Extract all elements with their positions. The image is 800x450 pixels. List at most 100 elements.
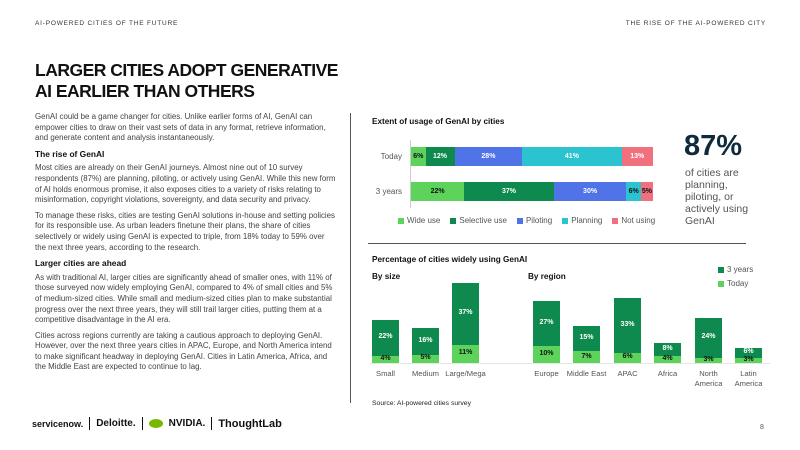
- data-label: 33%: [620, 320, 635, 328]
- category-label: Today: [380, 152, 402, 161]
- category-label: Small: [376, 369, 395, 378]
- category-label: North America: [694, 369, 723, 388]
- bar-3years: [614, 297, 641, 353]
- legend-item: Wide use: [398, 216, 440, 225]
- para: Cities across regions currently are taki…: [35, 330, 332, 372]
- data-label: 8%: [662, 345, 673, 353]
- thoughtlab-logo: ThoughtLab: [218, 417, 282, 430]
- source: Source: AI-powered cities survey: [372, 400, 471, 407]
- data-label: 24%: [701, 333, 716, 341]
- bar-segment: 37%: [464, 182, 554, 201]
- data-label: 4%: [662, 355, 673, 363]
- nvidia-logo: NVIDIA.: [168, 418, 206, 429]
- para: Most cities are already on their GenAI j…: [35, 163, 336, 205]
- data-label: 6%: [743, 348, 754, 356]
- heading-larger: Larger cities are ahead: [35, 258, 127, 269]
- legend-label: Planning: [571, 216, 603, 225]
- bar-segment: 6%: [411, 147, 426, 166]
- bar-today: [533, 346, 560, 363]
- legend-today: Today: [718, 279, 748, 288]
- group-label-region: By region: [528, 272, 566, 281]
- data-label: 22%: [378, 333, 393, 341]
- para: As with traditional AI, larger cities ar…: [35, 272, 333, 325]
- divider: [350, 113, 351, 403]
- divider: [368, 243, 746, 244]
- axis: [410, 140, 411, 208]
- bar-today: [654, 356, 681, 363]
- legend-label: Not using: [621, 216, 656, 225]
- bar-today: [372, 356, 399, 363]
- bar-today: [614, 352, 641, 363]
- chart1-legend: Wide use Selective use Piloting Planning Not…: [398, 216, 655, 225]
- body-text: GenAI could be a game changer for cities…: [35, 112, 337, 378]
- swatch: [612, 217, 619, 224]
- legend-item: Planning: [562, 216, 602, 225]
- swatch: [562, 217, 569, 224]
- bar-today: [695, 357, 722, 363]
- logos: servicenow. Deloitte. NVIDIA. ThoughtLab: [32, 417, 282, 430]
- bar-segment: 12%: [425, 147, 455, 166]
- category-label: Middle East: [566, 369, 607, 378]
- data-label: 27%: [539, 319, 554, 327]
- category-label: 3 years: [375, 187, 402, 196]
- bar-segment: 6%: [626, 182, 641, 201]
- legend-item: Piloting: [516, 216, 553, 225]
- data-label: 10%: [539, 350, 554, 358]
- data-label: 7%: [581, 352, 592, 360]
- nvidia-eye-icon: [148, 419, 163, 428]
- swatch: [398, 217, 404, 224]
- bar-3years: [372, 319, 399, 357]
- heading-rise: The rise of GenAI: [35, 148, 105, 159]
- bar-3years: [412, 327, 439, 355]
- bar-3years: [695, 317, 722, 358]
- data-label: 4%: [380, 355, 391, 363]
- legend-label: Piloting: [525, 216, 553, 225]
- page-title: LARGER CITIES ADOPT GENERATIVE AI EARLIER…: [35, 60, 338, 102]
- page-number: 8: [760, 424, 764, 431]
- legend-3years: 3 years: [718, 265, 753, 274]
- title-line: LARGER CITIES ADOPT GENERATIVE: [35, 60, 338, 80]
- legend-label: Wide use: [407, 216, 441, 225]
- category-label: Latin America: [734, 369, 763, 388]
- chart1-title: Extent of usage of GenAI by cities: [372, 117, 505, 126]
- bar-segment: 28%: [454, 147, 523, 166]
- data-label: 5%: [420, 354, 431, 362]
- category-label: APAC: [617, 369, 638, 378]
- bar-3years: [735, 347, 762, 358]
- baseline: [370, 363, 770, 364]
- swatch: [450, 217, 457, 224]
- bar-3years: [654, 342, 681, 357]
- bar-3years: [452, 282, 479, 345]
- bar-today: [573, 351, 600, 363]
- header-right: THE RISE OF THE AI-POWERED CITY: [625, 20, 766, 27]
- swatch: [718, 266, 724, 273]
- legend-label: Selective use: [459, 216, 507, 225]
- callout-value: 87%: [684, 130, 743, 162]
- chart2-title: Percentage of cities widely using GenAI: [372, 255, 528, 264]
- bar-segment: 30%: [553, 182, 627, 201]
- data-label: 11%: [458, 349, 473, 357]
- bar-segment: 41%: [522, 147, 622, 166]
- callout-text: of cities are planning, piloting, or act…: [685, 167, 749, 227]
- bar-3years: [573, 326, 600, 352]
- category-label: Africa: [657, 369, 678, 378]
- swatch: [516, 217, 523, 224]
- data-label: 15%: [579, 334, 594, 342]
- category-label: Europe: [534, 369, 559, 378]
- data-label: 6%: [622, 353, 633, 361]
- group-label-size: By size: [372, 272, 401, 281]
- bar-today: [735, 357, 762, 363]
- category-label: Large/Mega: [445, 369, 486, 378]
- bar-today: [412, 354, 439, 363]
- title-line: AI EARLIER THAN OTHERS: [35, 81, 255, 101]
- deloitte-logo: Deloitte.: [96, 418, 136, 429]
- data-label: 16%: [418, 336, 433, 344]
- category-label: Medium: [411, 369, 439, 378]
- intro: GenAI could be a game changer for cities…: [35, 112, 326, 143]
- legend-label: 3 years: [727, 265, 754, 274]
- para: To manage these risks, cities are testin…: [35, 210, 336, 252]
- legend-item: Selective use: [450, 216, 507, 225]
- data-label: 3%: [703, 355, 714, 363]
- data-label: 3%: [743, 355, 754, 363]
- legend-label: Today: [727, 279, 749, 288]
